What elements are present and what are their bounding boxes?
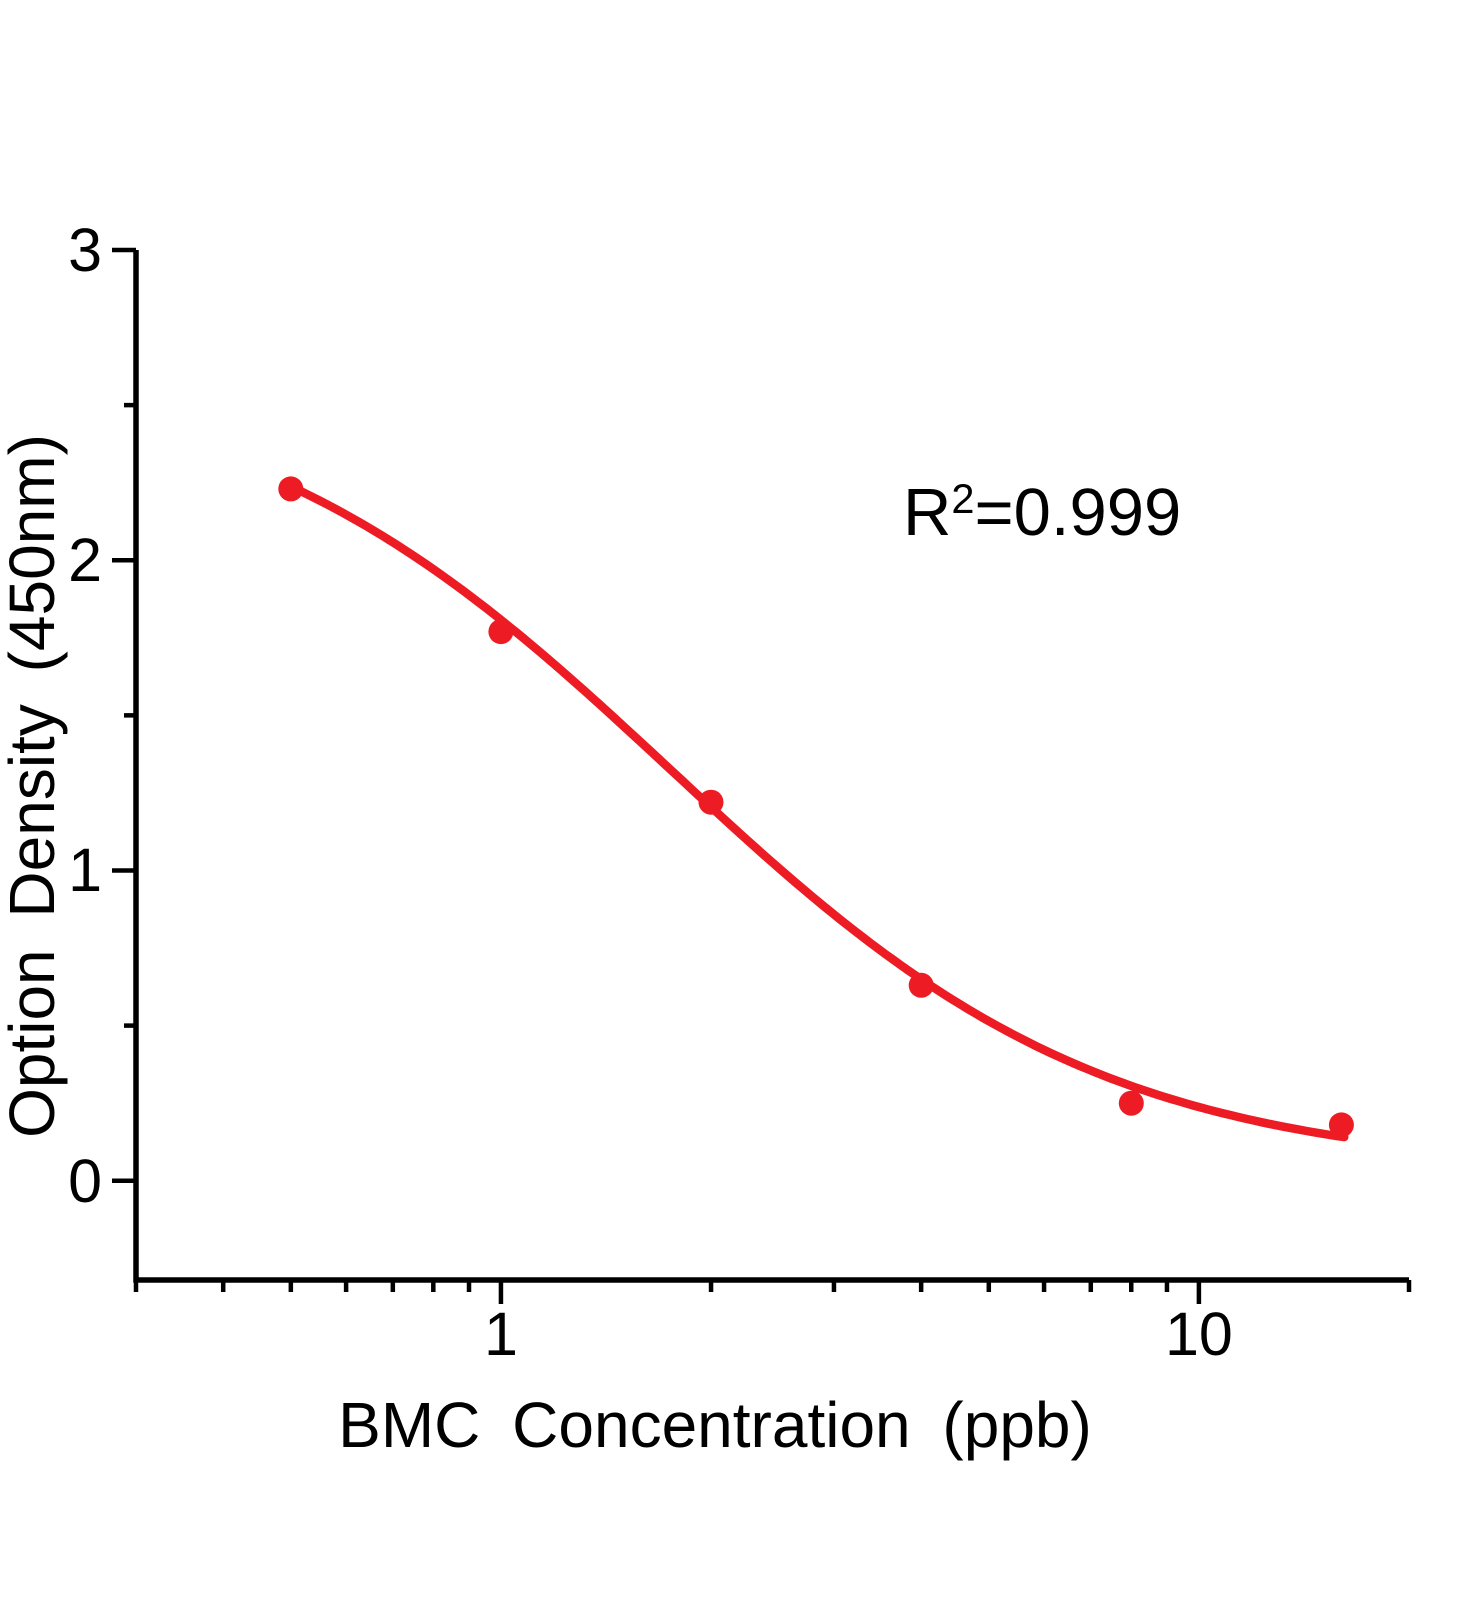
x-tick-label: 10 bbox=[1164, 1300, 1233, 1368]
data-point bbox=[1328, 1112, 1354, 1138]
r-squared-exponent: 2 bbox=[951, 475, 975, 523]
data-point bbox=[1118, 1090, 1144, 1116]
y-tick-label: 3 bbox=[68, 216, 102, 284]
y-tick-label: 2 bbox=[68, 526, 102, 595]
fit-curve bbox=[286, 482, 1349, 1142]
y-tick-label: 0 bbox=[68, 1146, 102, 1215]
y-tick-label: 1 bbox=[68, 836, 102, 905]
data-point bbox=[908, 972, 934, 998]
x-axis-title: BMC Concentration (ppb) bbox=[338, 1389, 1092, 1461]
r-squared-value: =0.999 bbox=[974, 475, 1182, 550]
x-tick-label: 1 bbox=[483, 1300, 518, 1368]
axis-spines bbox=[133, 250, 1409, 1283]
data-point bbox=[488, 619, 514, 645]
y-axis-title: Option Density (450nm) bbox=[0, 434, 68, 1138]
r-squared-annotation: R2=0.999 bbox=[903, 474, 1181, 551]
r-squared-base: R bbox=[903, 475, 952, 550]
data-point bbox=[278, 476, 304, 502]
data-point bbox=[698, 789, 724, 815]
